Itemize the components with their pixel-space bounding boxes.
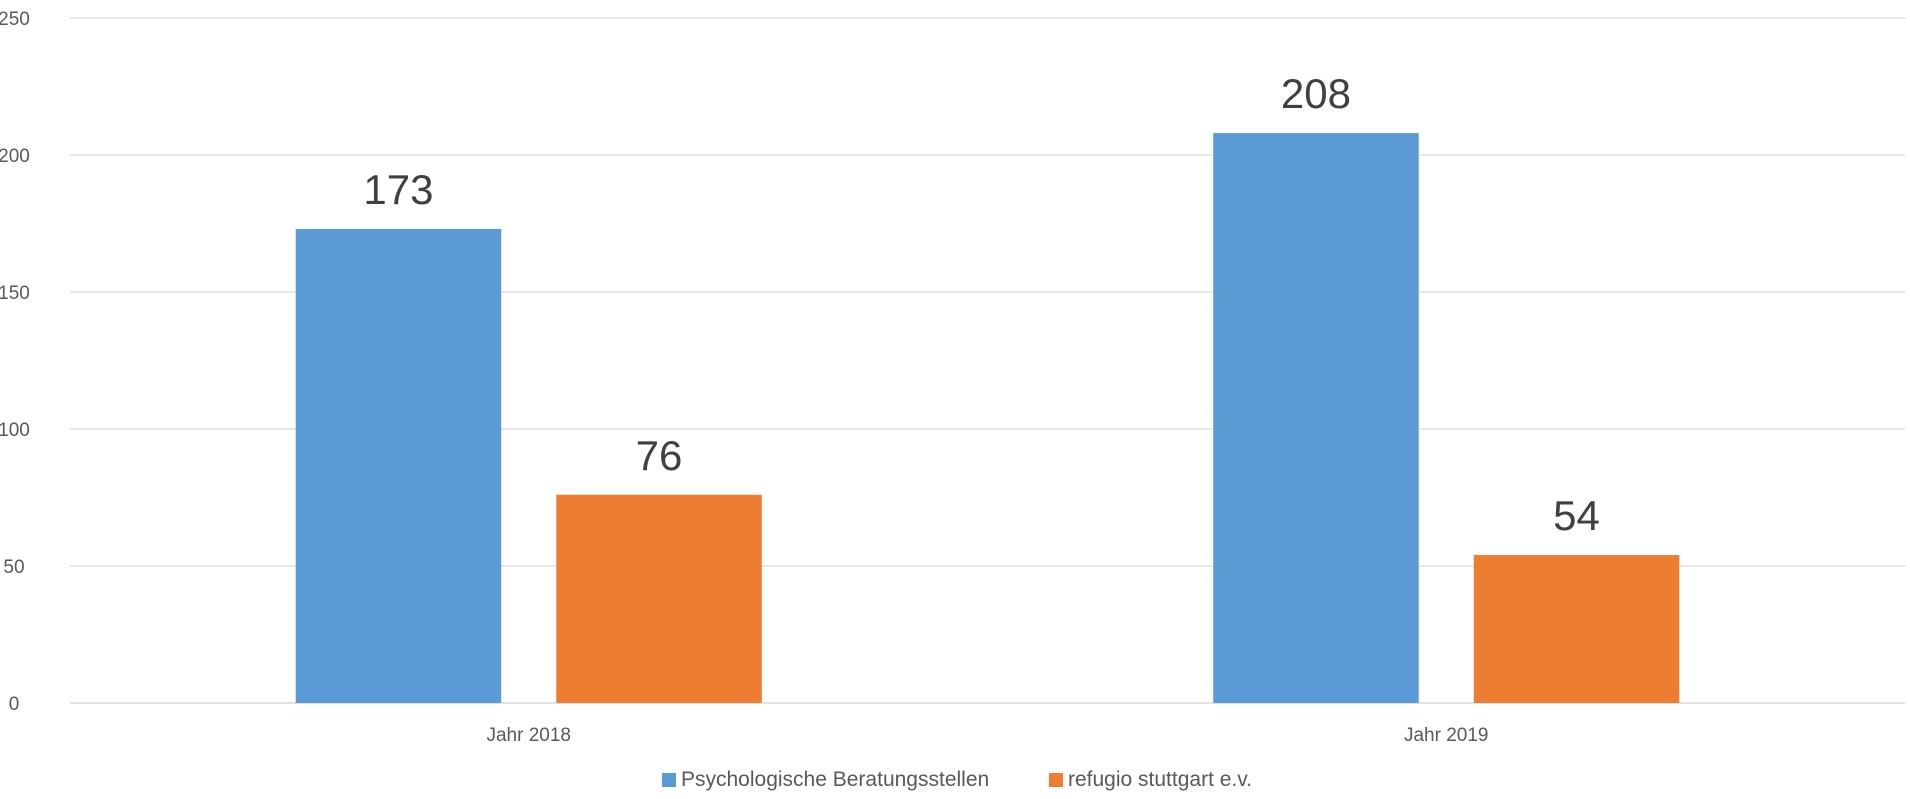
legend-swatch xyxy=(1049,773,1063,787)
bar-refugio-1 xyxy=(556,494,762,703)
legend-swatch xyxy=(662,773,676,787)
data-label: 76 xyxy=(636,432,683,479)
legend: Psychologische Beratungsstellen refugio s… xyxy=(662,768,1252,791)
y-tick-label: 0 xyxy=(9,694,20,715)
data-label: 173 xyxy=(363,166,433,213)
bar-refugio-2 xyxy=(1473,555,1680,703)
y-tick-label: 250 xyxy=(0,9,30,30)
y-tick-label: 100 xyxy=(0,420,30,441)
y-tick-label: 200 xyxy=(0,146,30,167)
bars xyxy=(295,133,1680,704)
y-tick-label: 50 xyxy=(3,557,24,578)
y-axis-ticks: 0 50 100 150 200 250 xyxy=(0,9,30,715)
x-category-label: Jahr 2018 xyxy=(486,725,571,746)
legend-label: refugio stuttgart e.v. xyxy=(1068,768,1252,791)
legend-item: refugio stuttgart e.v. xyxy=(1049,768,1252,791)
data-label: 208 xyxy=(1281,70,1351,117)
legend-label: Psychologische Beratungsstellen xyxy=(681,768,989,791)
x-axis-categories: Jahr 2018 Jahr 2019 xyxy=(486,725,1488,746)
y-tick-label: 150 xyxy=(0,283,30,304)
data-labels: 173 76 208 54 xyxy=(363,70,1599,539)
data-label: 54 xyxy=(1553,492,1600,539)
legend-item: Psychologische Beratungsstellen xyxy=(662,768,989,791)
bar-beratungsstellen-2 xyxy=(1213,133,1419,703)
x-category-label: Jahr 2019 xyxy=(1404,725,1489,746)
bar-beratungsstellen-1 xyxy=(295,228,502,704)
